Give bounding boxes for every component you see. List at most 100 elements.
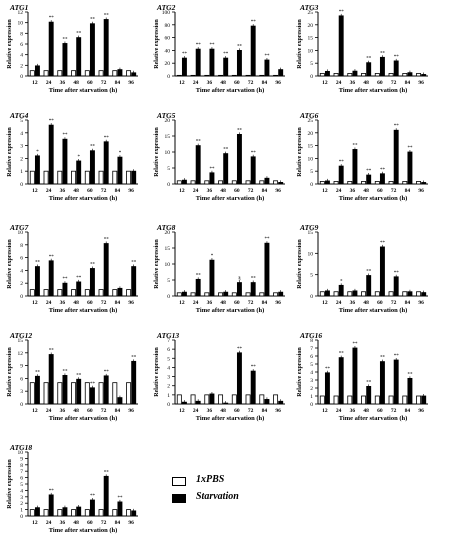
atg8-x-tick-label-12: 12 [179,300,185,306]
atg6-bar-starvation-48 [366,174,372,185]
atg13-x-tick-label-96: 96 [275,408,281,414]
atg13-x-tick-label-84: 84 [262,408,268,414]
atg8-bar-pbs-72 [245,292,251,297]
atg16-significance-48: ** [366,380,372,385]
atg6-bar-starvation-72 [393,129,399,185]
atg16-significance-72: ** [394,354,400,359]
atg12-bar-pbs-12 [29,382,35,405]
atg2-y-tick-label: 80 [165,23,171,29]
atg16-bar-pbs-12 [319,395,325,405]
atg7-bar-starvation-96 [131,266,137,297]
atg8-x-tick-label-36: 36 [207,300,213,306]
legend-swatch-starvation [172,494,186,503]
atg5-bar-pbs-96 [273,180,279,185]
atg2-x-tick-label-60: 60 [234,80,240,86]
atg3-bar-starvation-72 [393,60,399,77]
atg5-x-tick-label-12: 12 [179,188,185,194]
atg4-significance-48: * [77,155,80,160]
atg1-x-tick-label-72: 72 [101,80,107,86]
atg6-y-tick-label: 0 [310,182,313,188]
atg9-x-tick-label-60: 60 [377,300,383,306]
atg2-bar-pbs-24 [190,74,196,77]
atg6-x-tick-label-36: 36 [350,188,356,194]
atg13-bar-starvation-12 [181,401,187,405]
atg4-x-tick-label-60: 60 [87,188,93,194]
atg1-bar-pbs-48 [71,70,77,77]
atg6-bar-starvation-12 [324,180,330,185]
atg2-bar-starvation-36 [209,48,215,77]
atg1-bar-pbs-96 [126,70,132,77]
atg18-x-tick-label-12: 12 [32,520,38,526]
atg12-x-tick-label-12: 12 [32,408,38,414]
atg12-y-tick-label: 3 [20,389,23,395]
atg7-bar-pbs-96 [126,289,132,297]
atg8-x-tick-label-84: 84 [262,300,268,306]
atg4-x-tick-label-84: 84 [115,188,121,194]
atg8-bar-pbs-84 [259,292,265,297]
atg18-x-tick-label-96: 96 [128,520,134,526]
atg6-bar-starvation-96 [421,182,427,185]
atg6-title: ATG6 [299,111,319,120]
atg2-bar-pbs-96 [273,74,279,77]
atg8-y-tick-label: 5 [167,278,170,284]
atg5-x-tick-label-72: 72 [248,188,254,194]
atg3-x-tick-label-60: 60 [377,80,383,86]
atg9-bar-pbs-72 [388,291,394,297]
atg18-bar-pbs-96 [126,509,132,517]
atg13-bar-starvation-24 [195,400,201,405]
atg18-bar-starvation-84 [117,501,123,517]
atg3-bar-pbs-72 [388,73,394,77]
atg8-bar-pbs-96 [273,292,279,297]
atg16-y-tick-label: 5 [310,362,313,368]
atg18-significance-84: ** [117,496,123,501]
atg9-y-axis-label: Relative expression [297,239,303,289]
atg1-x-tick-label-96: 96 [128,80,134,86]
atg9-bar-starvation-96 [421,292,427,297]
atg16-bar-starvation-60 [379,361,385,405]
atg3-x-tick-label-96: 96 [418,80,424,86]
atg12-significance-36: ** [62,369,68,374]
atg6-bar-starvation-60 [379,173,385,185]
atg7-x-tick-label-48: 48 [73,300,79,306]
atg1-significance-48: ** [76,32,82,37]
atg1-bar-starvation-72 [103,19,109,77]
atg8-significance-72: ** [251,277,257,282]
atg2-bar-starvation-60 [236,50,242,77]
atg9-bar-starvation-36 [352,290,358,297]
atg1-bar-pbs-36 [57,70,63,77]
atg9-bar-starvation-84 [407,291,413,297]
atg3-x-tick-label-24: 24 [336,80,342,86]
atg7-significance-24: ** [49,255,55,260]
atg13-bar-pbs-48 [218,394,224,405]
atg6-bar-pbs-72 [388,181,394,185]
atg2-x-tick-label-84: 84 [262,80,268,86]
atg5-y-tick-label: 0 [167,182,170,188]
atg16-significance-60: ** [380,356,386,361]
atg9-bar-starvation-48 [366,275,372,297]
atg5-title: ATG5 [156,111,176,120]
atg7-significance-60: ** [90,262,96,267]
atg13-bar-pbs-36 [204,394,210,405]
atg12-x-tick-label-36: 36 [60,408,66,414]
atg1-x-tick-label-24: 24 [46,80,52,86]
atg7-bar-pbs-24 [43,289,49,297]
atg3-bar-starvation-96 [421,74,427,77]
atg13-bar-starvation-96 [278,400,284,405]
atg18-bar-starvation-96 [131,510,137,517]
atg9-x-tick-label-48: 48 [363,300,369,306]
atg18-y-tick-label: 3 [20,495,23,501]
atg18-y-axis-label: Relative expression [7,459,13,509]
atg13-x-tick-label-48: 48 [220,408,226,414]
atg4-y-tick-label: 4 [20,131,23,137]
atg9-bar-pbs-36 [347,291,353,297]
atg7-bar-starvation-60 [89,268,95,297]
atg4-significance-36: ** [62,133,68,138]
atg9-bar-pbs-60 [374,291,380,297]
atg8-bar-pbs-36 [204,292,210,297]
atg4-y-tick-label: 1 [20,169,23,175]
atg9-bar-pbs-24 [333,291,339,297]
atg5-bar-starvation-12 [181,179,187,185]
atg2-x-axis-label: Time after starvation (h) [196,87,265,94]
atg18-bar-pbs-60 [84,509,90,517]
